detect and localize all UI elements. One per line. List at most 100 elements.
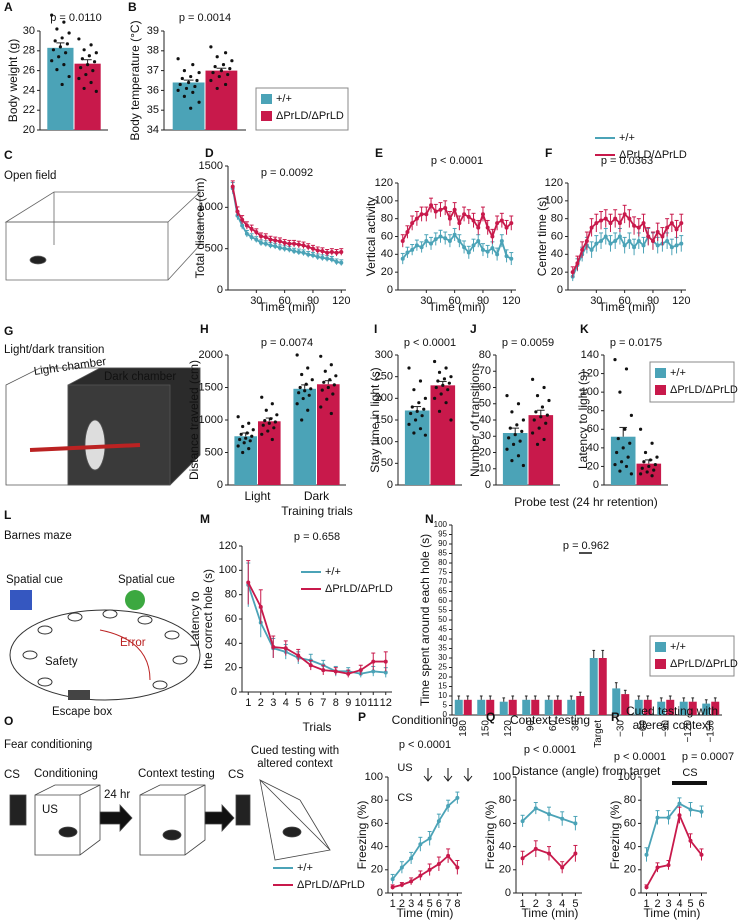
annotation-shapes <box>423 552 707 785</box>
y-tick-label: 80 <box>587 405 599 417</box>
y-tick-label: 60 <box>381 230 393 242</box>
data-point <box>82 48 86 52</box>
data-point <box>455 795 460 800</box>
x-axis-label: Time (min) <box>644 906 701 920</box>
data-point <box>499 238 504 243</box>
y-tick-label: 100 <box>365 771 383 783</box>
y-tick-label: 85 <box>438 549 447 558</box>
data-point <box>306 252 311 257</box>
annotation: p = 0.0059 <box>502 337 554 349</box>
data-point <box>505 447 509 451</box>
data-point <box>539 415 543 419</box>
data-point <box>322 380 326 384</box>
data-point <box>58 45 63 49</box>
data-point <box>55 27 59 31</box>
x-tick-label: 6 <box>308 697 314 709</box>
data-point <box>643 450 648 455</box>
data-point <box>603 216 608 221</box>
diagram-title: Fear conditioning <box>4 739 92 751</box>
data-point <box>480 212 485 217</box>
data-point <box>665 225 670 230</box>
data-point <box>405 250 410 255</box>
data-point <box>619 460 624 464</box>
data-point <box>573 821 578 826</box>
data-point <box>531 377 535 381</box>
data-point <box>655 243 660 248</box>
data-point <box>272 426 276 430</box>
x-tick-label: 1 <box>520 898 526 910</box>
data-point <box>412 388 416 392</box>
data-point <box>575 261 580 266</box>
data-point <box>652 468 656 472</box>
bar <box>576 696 585 715</box>
data-point <box>655 230 660 235</box>
data-point <box>436 379 440 383</box>
y-tick-label: 60 <box>499 817 511 829</box>
x-tick-label: 90 <box>477 295 489 307</box>
data-point <box>270 437 274 442</box>
data-point <box>254 237 259 242</box>
data-point <box>390 877 395 882</box>
data-point <box>418 379 423 383</box>
y-tick-label: 70 <box>438 577 447 586</box>
data-point <box>495 252 500 257</box>
data-point <box>57 55 61 59</box>
data-point <box>618 469 622 473</box>
bar <box>634 699 643 715</box>
y-tick-label: 65 <box>438 587 447 596</box>
y-tick-label: 40 <box>438 634 447 643</box>
data-point <box>94 51 98 55</box>
data-point <box>647 464 651 469</box>
annotation: p = 0.0014 <box>179 12 231 24</box>
y-tick-label: 50 <box>479 398 491 410</box>
data-point <box>400 256 405 261</box>
data-point <box>277 239 282 244</box>
y-tick-label: 140 <box>581 349 599 361</box>
data-point <box>282 240 287 245</box>
data-point <box>490 246 495 251</box>
y-axis-label: Time spent around each hole (s) <box>418 534 432 706</box>
y-tick-label: 22 <box>23 104 35 116</box>
data-point <box>310 253 315 258</box>
y-tick-label: 80 <box>225 589 237 601</box>
legend-label: ΔPrLD/ΔPrLD <box>276 110 344 122</box>
annotation: p < 0.0001 <box>524 744 576 756</box>
data-point <box>639 427 643 431</box>
data-point <box>655 815 660 820</box>
y-tick-label: 100 <box>434 520 448 529</box>
data-point <box>334 374 338 378</box>
data-point <box>60 36 64 40</box>
data-point <box>433 396 437 400</box>
data-point <box>613 238 618 243</box>
x-tick-label: 4 <box>417 898 423 910</box>
x-axis-label: Time (min) <box>429 300 486 314</box>
bar <box>612 688 621 715</box>
data-point <box>433 209 438 214</box>
data-point <box>660 234 665 239</box>
data-point <box>677 813 682 818</box>
data-point <box>688 807 693 812</box>
data-point <box>87 54 91 58</box>
data-point <box>263 235 268 240</box>
data-point <box>328 378 332 382</box>
data-point <box>455 865 460 870</box>
x-tick-label: 4 <box>559 898 565 910</box>
legend-label: ΔPrLD/ΔPrLD <box>297 879 365 891</box>
y-axis-label: Stay time in light (s) <box>368 367 382 472</box>
data-point <box>62 20 66 24</box>
data-point <box>296 653 301 658</box>
data-point <box>446 853 451 858</box>
panel-label: O <box>4 714 13 728</box>
y-tick-label: 60 <box>587 423 599 435</box>
data-point <box>436 862 441 866</box>
x-tick-label: 5 <box>427 898 433 910</box>
data-point <box>230 184 235 189</box>
data-point <box>89 80 93 85</box>
data-point <box>67 31 71 35</box>
data-point <box>626 455 630 459</box>
data-point <box>632 245 637 250</box>
y-axis-label: Latency to light (s) <box>576 371 590 469</box>
series-line <box>401 203 512 242</box>
y-tick-label: 5 <box>443 701 448 710</box>
data-point <box>77 76 81 81</box>
